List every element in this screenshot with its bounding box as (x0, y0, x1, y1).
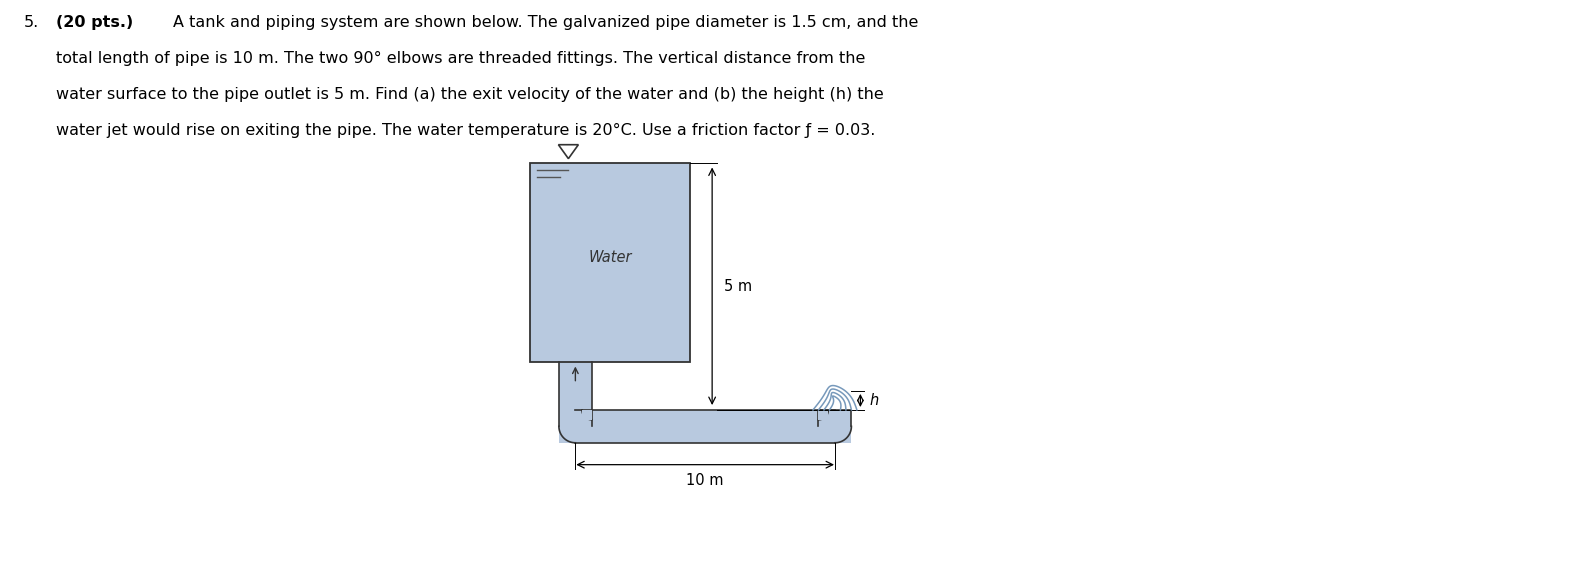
Text: 10 m: 10 m (687, 473, 723, 488)
Text: A tank and piping system are shown below. The galvanized pipe diameter is 1.5 cm: A tank and piping system are shown below… (174, 15, 919, 30)
Text: total length of pipe is 10 m. The two 90° elbows are threaded fittings. The vert: total length of pipe is 10 m. The two 90… (57, 51, 865, 66)
Text: (20 pts.): (20 pts.) (57, 15, 134, 30)
Bar (818, 410, 851, 427)
Bar (818, 410, 829, 420)
Text: water jet would rise on exiting the pipe. The water temperature is 20°C. Use a f: water jet would rise on exiting the pipe… (57, 123, 876, 138)
Bar (835, 427, 851, 443)
Bar (559, 361, 592, 443)
Bar (531, 162, 690, 361)
Text: 5 m: 5 m (725, 279, 752, 294)
Text: h: h (870, 393, 878, 408)
Text: water surface to the pipe outlet is 5 m. Find (a) the exit velocity of the water: water surface to the pipe outlet is 5 m.… (57, 87, 884, 102)
Text: Water: Water (589, 250, 632, 265)
Text: 5.: 5. (24, 15, 38, 30)
Bar (575, 410, 835, 443)
Bar (559, 427, 575, 443)
Bar (583, 410, 592, 420)
